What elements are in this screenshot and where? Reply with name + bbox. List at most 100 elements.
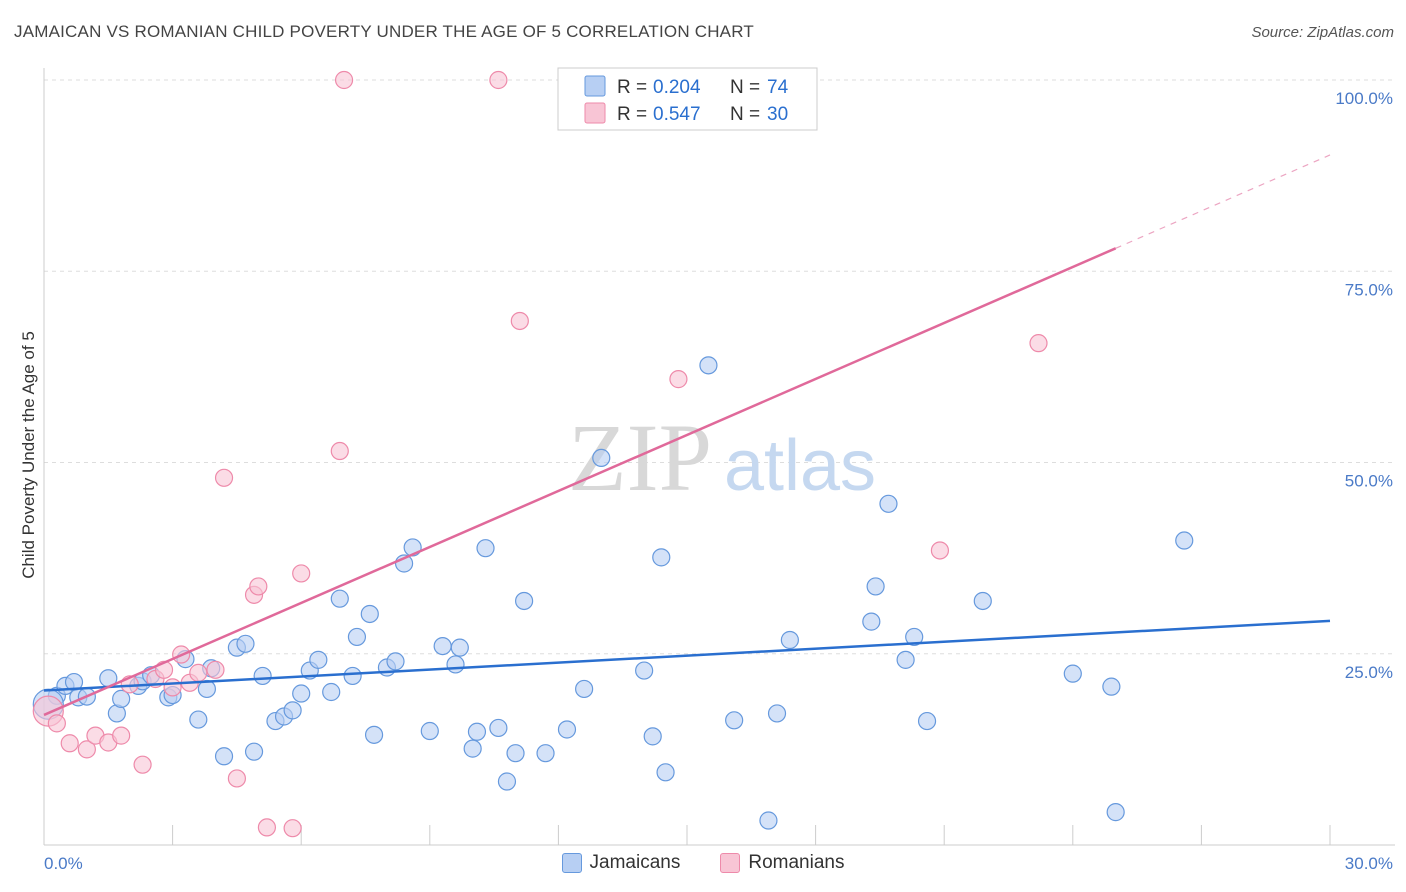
romanian-point-1 <box>47 714 66 733</box>
legend-r-value-2: 0.547 <box>653 104 701 125</box>
romanian-point-17 <box>227 769 246 788</box>
romanian-point-26 <box>510 311 529 331</box>
jamaican-point-55 <box>652 548 671 567</box>
jamaican-point-61 <box>780 630 799 650</box>
jamaican-point-38 <box>420 721 439 741</box>
jamaican-point-64 <box>879 494 898 513</box>
legend-label-jamaicans: Jamaicans <box>589 852 681 873</box>
jamaican-point-29 <box>330 589 349 608</box>
jamaican-point-60 <box>767 704 787 723</box>
romanian-point-27 <box>669 370 688 389</box>
jamaican-point-59 <box>759 811 778 830</box>
x-tick-label-30: 30.0% <box>1345 854 1393 873</box>
jamaican-point-7 <box>112 689 131 708</box>
jamaican-point-47 <box>506 744 525 763</box>
romanian-point-19 <box>249 577 268 596</box>
y-tick-label-50: 50.0% <box>1345 472 1393 491</box>
romanian-point-25 <box>489 70 508 90</box>
jamaican-point-67 <box>917 711 937 731</box>
jamaican-point-46 <box>497 772 517 791</box>
watermark-atlas: atlas <box>724 426 876 506</box>
legend-n-label-1: N = <box>730 77 760 98</box>
jamaican-point-44 <box>476 539 495 558</box>
jamaican-point-56 <box>656 763 675 782</box>
watermark-zip: ZIP <box>568 404 712 511</box>
romanian-trend-extension <box>1115 154 1331 249</box>
jamaican-point-25 <box>292 684 311 703</box>
jamaican-point-62 <box>862 612 881 631</box>
legend-item-romanians: Romanians <box>720 852 844 874</box>
legend-r-value-1: 0.204 <box>653 77 701 98</box>
jamaican-point-21 <box>253 666 272 686</box>
jamaican-point-28 <box>322 682 341 702</box>
legend-swatch-blue <box>561 853 582 873</box>
jamaican-point-43 <box>467 722 487 741</box>
jamaican-point-57 <box>699 356 718 375</box>
y-tick-label-25: 25.0% <box>1345 663 1393 682</box>
y-axis-label: Child Poverty Under the Age of 5 <box>19 331 38 579</box>
romanian-point-20 <box>257 818 277 837</box>
jamaican-point-58 <box>725 711 744 730</box>
jamaican-point-63 <box>866 577 885 596</box>
jamaican-point-40 <box>446 655 465 674</box>
jamaican-point-45 <box>489 718 508 738</box>
axes <box>43 68 1395 846</box>
jamaican-point-32 <box>360 604 379 624</box>
jamaican-point-72 <box>1175 531 1194 550</box>
jamaican-point-54 <box>643 727 662 746</box>
romanian-point-8 <box>133 755 152 774</box>
romanian-point-14 <box>189 663 208 682</box>
legend-swatch-pink <box>720 853 741 873</box>
romanian-point-2 <box>60 734 79 753</box>
y-tick-label-75: 75.0% <box>1345 280 1393 299</box>
chart-title: JAMAICAN VS ROMANIAN CHILD POVERTY UNDER… <box>14 22 754 41</box>
series-legend: Jamaicans Romanians <box>0 852 1406 874</box>
romanian-point-22 <box>292 564 311 583</box>
romanian-point-16 <box>214 468 234 487</box>
source-label: Source: ZipAtlas.com <box>1251 24 1394 41</box>
legend-item-jamaicans: Jamaicans <box>561 852 681 874</box>
jamaican-point-24 <box>283 701 302 720</box>
legend-swatch-jamaicans <box>584 75 606 97</box>
legend-r-label-1: R = <box>617 77 647 98</box>
romanian-point-23 <box>330 441 349 461</box>
legend-n-value-2: 30 <box>767 104 788 125</box>
jamaican-point-51 <box>575 679 594 699</box>
jamaican-point-48 <box>515 591 534 611</box>
jamaican-point-42 <box>463 739 482 758</box>
romanian-point-11 <box>163 678 182 697</box>
romanian-point-29 <box>1029 334 1048 353</box>
tick-labels: 25.0% 50.0% 75.0% 100.0% 0.0% 30.0% <box>44 89 1393 873</box>
jamaican-point-52 <box>592 448 611 468</box>
x-tick-label-0: 0.0% <box>44 854 83 873</box>
legend-n-label-2: N = <box>730 104 760 125</box>
jamaican-point-39 <box>433 636 452 656</box>
jamaican-trend-line <box>43 619 1331 692</box>
jamaican-point-66 <box>905 627 924 647</box>
jamaican-point-69 <box>1063 664 1082 683</box>
legend-n-value-1: 74 <box>767 77 789 98</box>
jamaican-point-53 <box>635 661 654 680</box>
romanian-point-24 <box>334 70 354 90</box>
jamaican-point-30 <box>343 666 362 686</box>
jamaican-point-33 <box>364 725 384 744</box>
jamaican-point-49 <box>536 744 555 763</box>
jamaican-point-50 <box>557 720 577 739</box>
jamaican-point-68 <box>973 591 992 611</box>
trend-lines <box>43 154 1331 717</box>
jamaican-point-71 <box>1102 677 1121 696</box>
romanian-point-6 <box>112 726 131 745</box>
romanian-point-3 <box>77 740 96 759</box>
legend-r-label-2: R = <box>617 104 647 125</box>
jamaican-point-19 <box>236 634 255 653</box>
jamaican-point-27 <box>309 650 328 669</box>
romanian-point-28 <box>930 541 950 560</box>
jamaican-point-14 <box>189 710 208 729</box>
jamaican-point-20 <box>244 742 264 761</box>
grid-lines <box>44 79 1395 655</box>
romanian-point-21 <box>283 819 302 838</box>
y-tick-label-100: 100.0% <box>1335 89 1393 108</box>
legend-label-romanians: Romanians <box>748 852 845 873</box>
correlation-legend: R = 0.204 N = 74 R = 0.547 N = 30 <box>557 67 818 131</box>
